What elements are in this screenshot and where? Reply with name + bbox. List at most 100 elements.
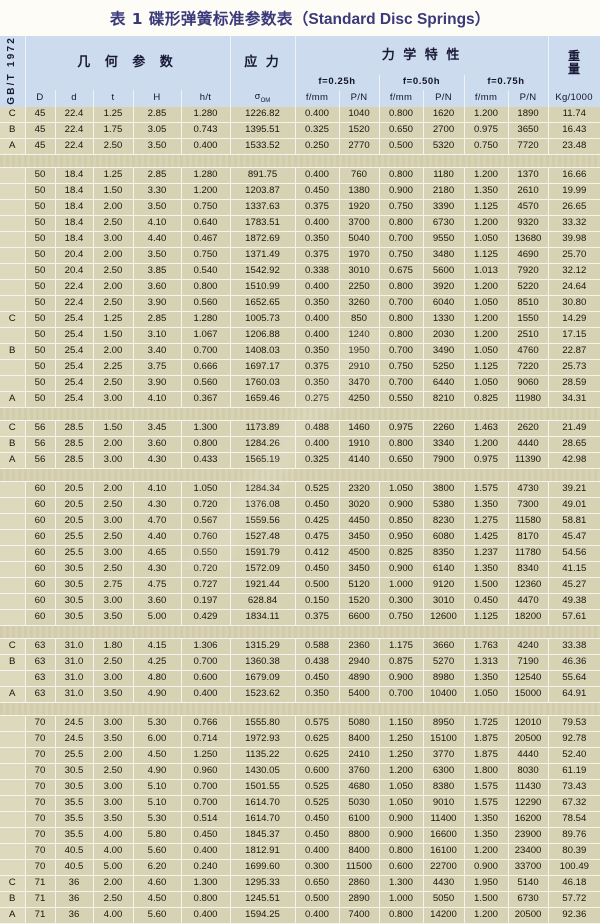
cell-value: 22700 bbox=[423, 859, 465, 876]
cell-value: 0.567 bbox=[181, 513, 231, 530]
table-row: 70 35.5 3.00 5.10 0.700 1614.70 0.525 5030 1.050… bbox=[0, 795, 600, 812]
cell-value: 0.750 bbox=[379, 609, 424, 626]
cell-value: 60 bbox=[25, 593, 56, 610]
cell-value: 0.800 bbox=[379, 167, 424, 184]
cell-value: 1.125 bbox=[464, 199, 509, 216]
cell-value: 50 bbox=[25, 295, 56, 312]
cell-value: 50 bbox=[25, 311, 56, 328]
cell-class bbox=[0, 529, 26, 546]
cell-value: 9010 bbox=[423, 795, 465, 812]
cell-value: 3.50 bbox=[93, 731, 134, 748]
cell-value: 3.50 bbox=[133, 247, 182, 264]
cell-value: 8210 bbox=[423, 391, 465, 408]
cell-value: 0.450 bbox=[295, 670, 340, 687]
cell-value: 0.400 bbox=[295, 215, 340, 232]
cell-value: 10400 bbox=[423, 686, 465, 703]
cell-value: 3.00 bbox=[93, 452, 134, 469]
cell-class: A bbox=[0, 452, 26, 469]
cell-value: 0.550 bbox=[379, 391, 424, 408]
cell-weight: 39.98 bbox=[548, 231, 600, 248]
cell-value: 1520 bbox=[339, 122, 380, 139]
cell-value: 8340 bbox=[508, 561, 549, 578]
cell-value: 3.00 bbox=[93, 231, 134, 248]
group-header-weight: 重 量 bbox=[548, 36, 600, 90]
table-row: C 63 31.0 1.80 4.15 1.306 1315.29 0.588 2360 1.17… bbox=[0, 638, 600, 655]
cell-value: 60 bbox=[25, 577, 56, 594]
cell-value: 1.200 bbox=[464, 907, 509, 924]
table-row: 50 18.4 1.50 3.30 1.200 1203.87 0.450 1380 0.900… bbox=[0, 183, 600, 200]
cell-value: 50 bbox=[25, 199, 56, 216]
col-header-d: d bbox=[55, 89, 94, 107]
cell-value: 4.50 bbox=[133, 747, 182, 764]
cell-weight: 45.47 bbox=[548, 529, 600, 546]
cell-value: 2.00 bbox=[93, 747, 134, 764]
group-header-geometry: 几 何 参 数 bbox=[25, 36, 231, 90]
cell-value: 1240 bbox=[339, 327, 380, 344]
cell-value: 36 bbox=[55, 891, 94, 908]
cell-value: 5.00 bbox=[133, 609, 182, 626]
cell-value: 0.800 bbox=[379, 106, 424, 123]
cell-weight: 57.61 bbox=[548, 609, 600, 626]
cell-value: 3770 bbox=[423, 747, 465, 764]
cell-value: 1527.48 bbox=[230, 529, 296, 546]
cell-value: 50 bbox=[25, 247, 56, 264]
cell-value: 6730 bbox=[423, 215, 465, 232]
table-body: C 45 22.4 1.25 2.85 1.280 1226.82 0.400 1040 0.80… bbox=[0, 106, 600, 924]
cell-value: 1284.26 bbox=[230, 436, 296, 453]
cell-value: 71 bbox=[25, 875, 56, 892]
cell-value: 70 bbox=[25, 795, 56, 812]
cell-value: 8030 bbox=[508, 763, 549, 780]
table-row: A 56 28.5 3.00 4.30 0.433 1565.19 0.325 4140 0.65… bbox=[0, 452, 600, 469]
table-row: C 56 28.5 1.50 3.45 1.300 1173.89 0.488 1460 0.97… bbox=[0, 420, 600, 437]
cell-value: 56 bbox=[25, 420, 56, 437]
cell-value: 9550 bbox=[423, 231, 465, 248]
group-header-mechanical: 力 学 特 性 bbox=[295, 36, 549, 75]
cell-value: 12600 bbox=[423, 609, 465, 626]
standard-label-cell: GB/T 1972 bbox=[0, 36, 26, 107]
cell-value: 0.429 bbox=[181, 609, 231, 626]
cell-value: 8510 bbox=[508, 295, 549, 312]
cell-value: 1845.37 bbox=[230, 827, 296, 844]
cell-class: A bbox=[0, 907, 26, 924]
cell-value: 23400 bbox=[508, 843, 549, 860]
cell-value: 50 bbox=[25, 279, 56, 296]
cell-value: 30.5 bbox=[55, 609, 94, 626]
loadcase-075h: f=0.75h bbox=[464, 74, 549, 90]
cell-value: 628.84 bbox=[230, 593, 296, 610]
cell-value: 0.650 bbox=[295, 875, 340, 892]
cell-value: 0.975 bbox=[464, 122, 509, 139]
cell-value: 0.450 bbox=[464, 593, 509, 610]
cell-value: 0.400 bbox=[181, 138, 231, 155]
cell-value: 1203.87 bbox=[230, 183, 296, 200]
cell-value: 2.25 bbox=[93, 359, 134, 376]
cell-value: 0.600 bbox=[295, 763, 340, 780]
cell-value: 1135.22 bbox=[230, 747, 296, 764]
cell-value: 60 bbox=[25, 545, 56, 562]
cell-value: 5600 bbox=[423, 263, 465, 280]
cell-value: 2.50 bbox=[93, 263, 134, 280]
cell-value: 50 bbox=[25, 231, 56, 248]
cell-value: 0.850 bbox=[379, 513, 424, 530]
cell-value: 1.250 bbox=[379, 747, 424, 764]
cell-value: 1.300 bbox=[181, 875, 231, 892]
cell-value: 1920 bbox=[339, 199, 380, 216]
cell-value: 5.30 bbox=[133, 811, 182, 828]
cell-value: 15000 bbox=[508, 686, 549, 703]
cell-value: 1.050 bbox=[379, 481, 424, 498]
cell-value: 1.050 bbox=[379, 779, 424, 796]
cell-value: 20.4 bbox=[55, 247, 94, 264]
cell-value: 60 bbox=[25, 561, 56, 578]
cell-value: 22.4 bbox=[55, 138, 94, 155]
cell-value: 1.300 bbox=[181, 420, 231, 437]
cell-value: 1.200 bbox=[464, 843, 509, 860]
cell-value: 3.85 bbox=[133, 263, 182, 280]
loadcase-025h: f=0.25h bbox=[295, 74, 380, 90]
cell-value: 5380 bbox=[423, 497, 465, 514]
cell-value: 24.5 bbox=[55, 715, 94, 732]
cell-value: 4.90 bbox=[133, 763, 182, 780]
cell-value: 0.438 bbox=[295, 654, 340, 671]
table-row: C 45 22.4 1.25 2.85 1.280 1226.82 0.400 1040 0.80… bbox=[0, 106, 600, 123]
cell-value: 8980 bbox=[423, 670, 465, 687]
cell-class: A bbox=[0, 138, 26, 155]
cell-value: 30.5 bbox=[55, 779, 94, 796]
